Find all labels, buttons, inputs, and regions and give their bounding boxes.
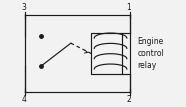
- Text: 1: 1: [127, 3, 131, 12]
- Text: 3: 3: [21, 3, 26, 12]
- Bar: [91, 33, 122, 74]
- Text: Engine
control
relay: Engine control relay: [137, 37, 164, 70]
- Text: 4: 4: [21, 95, 26, 104]
- Text: 2: 2: [127, 95, 131, 104]
